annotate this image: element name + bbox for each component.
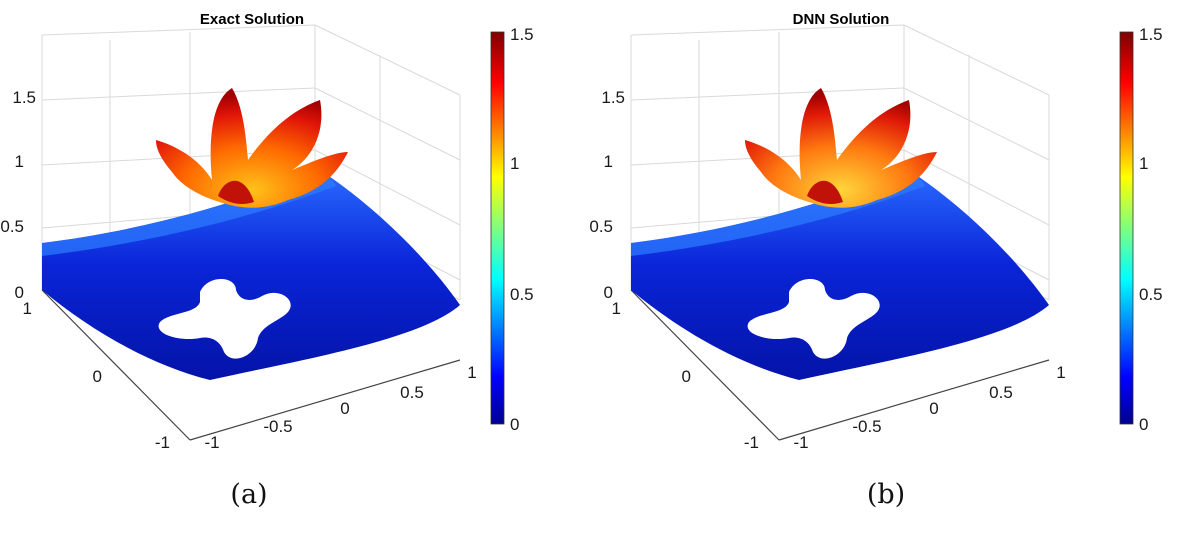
x-tick: 0.5	[989, 383, 1013, 402]
x-tick: 1	[1056, 363, 1065, 382]
axes-edges	[630, 289, 1050, 441]
x-tick: -0.5	[263, 417, 292, 436]
colorbar-tick: 0.5	[1139, 285, 1163, 304]
colorbar-tick: 1.5	[510, 25, 534, 44]
x-tick: 0.5	[400, 383, 424, 402]
colorbar-tick: 0	[510, 415, 519, 434]
y-tick: 1	[23, 299, 32, 318]
colorbar-gradient	[490, 31, 505, 425]
caption: (a)	[230, 479, 267, 510]
y-tick: 0	[682, 367, 691, 386]
colorbar-tick: 1.5	[1139, 25, 1163, 44]
z-tick: 0.5	[0, 217, 24, 236]
y-axis: 1 0 -1	[612, 299, 759, 452]
y-axis: 1 0 -1	[23, 299, 170, 452]
x-tick: 0	[340, 399, 349, 418]
x-axis: -1 -0.5 0 0.5 1	[793, 363, 1065, 452]
chart-title: DNN Solution	[793, 11, 890, 28]
x-tick: -1	[204, 433, 219, 452]
z-axis: 0 0.5 1 1.5	[0, 88, 36, 302]
colorbar-tick: 0.5	[510, 285, 534, 304]
y-tick: 1	[612, 299, 621, 318]
domain-hole	[747, 279, 880, 359]
chart-title: Exact Solution	[200, 11, 304, 28]
y-tick: -1	[744, 433, 759, 452]
caption: (b)	[867, 479, 905, 510]
x-axis: -1 -0.5 0 0.5 1	[204, 363, 476, 452]
colorbar: 0 0.5 1 1.5	[490, 25, 534, 434]
axes-edges	[41, 289, 461, 441]
colorbar: 0 0.5 1 1.5	[1119, 25, 1163, 434]
z-tick: 1.5	[601, 88, 625, 107]
z-tick: 1.5	[12, 88, 36, 107]
dnn-solution-plot: DNN Solution 0	[589, 11, 1163, 510]
z-axis: 0 0.5 1 1.5	[589, 88, 625, 302]
bowl-surface	[631, 170, 1049, 380]
panel-exact-solution: Exact Solution	[0, 11, 534, 510]
flower-surface	[156, 88, 348, 208]
flower-inner-hole	[807, 180, 843, 204]
colorbar-tick: 0	[1139, 415, 1148, 434]
flower-surface	[745, 88, 937, 208]
x-tick: -1	[793, 433, 808, 452]
z-tick: 0	[15, 283, 24, 302]
z-tick: 0.5	[589, 217, 613, 236]
y-tick: -1	[155, 433, 170, 452]
panel-dnn-solution: DNN Solution 0	[589, 0, 1178, 534]
colorbar-gradient	[1119, 31, 1134, 425]
x-tick: 1	[467, 363, 476, 382]
z-tick: 1	[15, 152, 24, 171]
z-tick: 1	[604, 152, 613, 171]
colorbar-tick: 1	[1139, 154, 1148, 173]
x-tick: -0.5	[852, 417, 881, 436]
colorbar-tick: 1	[510, 154, 519, 173]
exact-solution-plot: Exact Solution	[0, 11, 534, 510]
x-tick: 0	[929, 399, 938, 418]
domain-hole	[158, 279, 291, 359]
z-tick: 0	[604, 283, 613, 302]
y-tick: 0	[93, 367, 102, 386]
flower-inner-hole	[218, 180, 254, 204]
bowl-surface	[42, 170, 460, 380]
